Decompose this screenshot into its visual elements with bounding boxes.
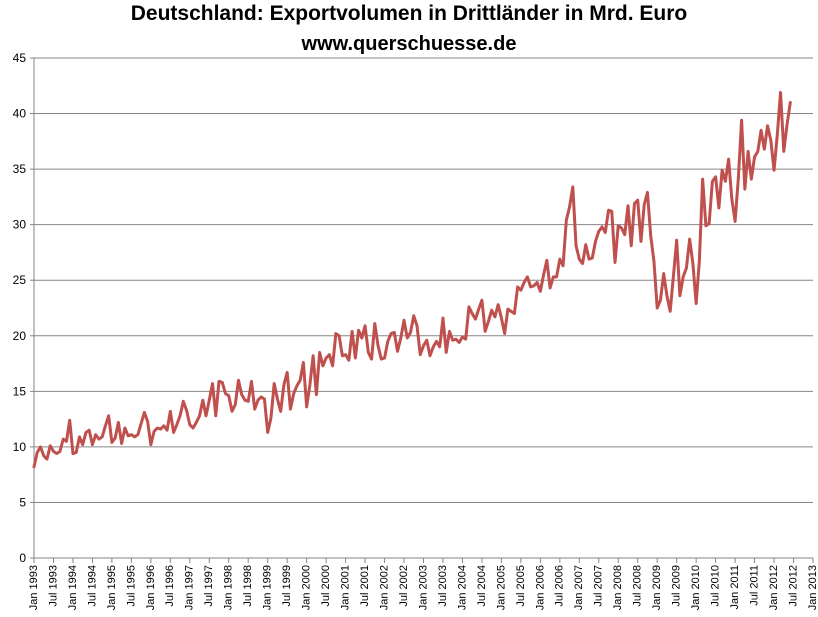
x-tick-label: Jul 2002 [398, 565, 410, 607]
x-tick-label: Jul 1998 [242, 565, 254, 607]
x-tick-label: Jul 2004 [476, 565, 488, 607]
chart-title: Deutschland: Exportvolumen in Drittlände… [130, 2, 688, 25]
x-tick-label: Jul 2008 [632, 565, 644, 607]
chart-subtitle: www.querschuesse.de [301, 33, 517, 55]
x-tick-label: Jul 2011 [748, 565, 760, 606]
x-tick-label: Jul 2006 [554, 565, 566, 607]
x-tick-label: Jan 2006 [534, 565, 546, 610]
x-tick-label: Jan 1999 [262, 565, 274, 610]
x-tick-label: Jan 2007 [573, 565, 585, 610]
x-tick-label: Jan 1993 [28, 565, 40, 610]
x-tick-label: Jul 2007 [593, 565, 605, 607]
x-tick-label: Jan 2010 [690, 565, 702, 610]
y-tick-label: 45 [13, 51, 27, 65]
x-tick-label: Jan 2004 [456, 565, 468, 610]
x-axis-ticks: Jan 1993 Jul 1993 Jan 1994 Jul 1994 Jan 1995… [28, 558, 818, 610]
y-tick-label: 35 [13, 162, 27, 176]
x-tick-label: Jul 2003 [437, 565, 449, 607]
x-tick-label: Jan 2011 [729, 565, 741, 609]
gridlines [34, 57, 813, 503]
y-tick-label: 30 [13, 218, 27, 232]
x-tick-label: Jul 2005 [515, 565, 527, 607]
x-tick-label: Jan 2005 [495, 565, 507, 610]
x-tick-label: Jan 2001 [340, 565, 352, 610]
x-tick-label: Jul 1999 [281, 565, 293, 607]
x-tick-label: Jan 2012 [768, 565, 780, 610]
y-tick-label: 25 [13, 273, 27, 287]
x-tick-label: Jan 2003 [417, 565, 429, 610]
x-tick-label: Jan 1998 [223, 565, 235, 610]
x-tick-label: Jul 1994 [86, 565, 98, 607]
x-tick-label: Jul 2000 [320, 565, 332, 607]
y-tick-label: 10 [13, 440, 27, 454]
y-tick-label: 20 [13, 329, 27, 343]
x-tick-label: Jan 2009 [651, 565, 663, 610]
x-tick-label: Jul 1993 [47, 565, 59, 607]
x-tick-label: Jan 2002 [378, 565, 390, 610]
x-tick-label: Jan 2008 [612, 565, 624, 610]
x-tick-label: Jul 1997 [203, 565, 215, 607]
x-tick-label: Jan 2013 [807, 565, 818, 610]
y-tick-label: 5 [19, 495, 26, 509]
x-tick-label: Jan 1996 [145, 565, 157, 610]
x-tick-label: Jan 1997 [184, 565, 196, 610]
y-tick-label: 15 [13, 384, 27, 398]
x-tick-label: Jul 2001 [359, 565, 371, 607]
y-tick-label: 0 [19, 551, 26, 565]
x-tick-label: Jan 1995 [106, 565, 118, 610]
y-tick-label: 40 [13, 107, 27, 121]
x-tick-label: Jul 1995 [125, 565, 137, 607]
x-tick-label: Jan 2000 [301, 565, 313, 610]
x-tick-label: Jul 1996 [164, 565, 176, 607]
series-line-exportvolumen [32, 90, 792, 469]
x-tick-label: Jul 2009 [671, 565, 683, 607]
x-tick-label: Jul 2010 [710, 565, 722, 607]
x-tick-label: Jul 2012 [787, 565, 799, 607]
y-axis-ticks: 0 5 10 15 20 25 30 35 40 45 [13, 51, 34, 565]
x-tick-label: Jan 1994 [67, 565, 79, 610]
